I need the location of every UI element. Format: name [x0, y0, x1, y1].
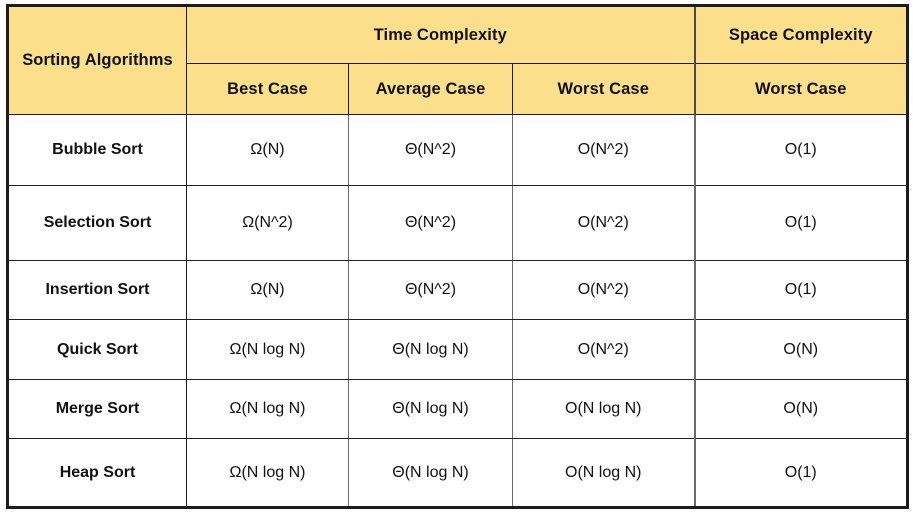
table-row-bubble-sort: Bubble Sort Ω(N) Θ(N^2) O(N^2) O(1): [6, 114, 908, 186]
value-cell-worst-time: O(N^2): [512, 260, 695, 320]
row-name-cell: Bubble Sort: [6, 114, 187, 186]
value-cell-average: Θ(N log N): [348, 319, 513, 380]
row-name-cell: Selection Sort: [6, 185, 187, 261]
value-cell-worst-time: O(N^2): [512, 185, 695, 261]
table-row-selection-sort: Selection Sort Ω(N^2) Θ(N^2) O(N^2) O(1): [6, 185, 908, 261]
sub-header-best-case: Best Case: [186, 63, 349, 115]
value-cell-worst-time: O(N^2): [512, 319, 695, 380]
value-cell-best: Ω(N): [186, 114, 349, 186]
value-cell-best: Ω(N log N): [186, 438, 349, 508]
row-name-cell: Merge Sort: [6, 379, 187, 439]
table-row-insertion-sort: Insertion Sort Ω(N) Θ(N^2) O(N^2) O(1): [6, 260, 908, 320]
sub-header-worst-case-space: Worst Case: [693, 63, 908, 115]
value-cell-best: Ω(N): [186, 260, 349, 320]
sorting-complexity-table: Sorting Algorithms Time Complexity Space…: [6, 4, 909, 509]
row-name-cell: Quick Sort: [6, 319, 187, 380]
value-cell-best: Ω(N log N): [186, 379, 349, 439]
value-cell-worst-space: O(1): [693, 185, 908, 261]
group-header-space-complexity: Space Complexity: [693, 5, 908, 64]
table-row-quick-sort: Quick Sort Ω(N log N) Θ(N log N) O(N^2) …: [6, 319, 908, 380]
group-header-time-complexity: Time Complexity: [186, 5, 695, 64]
value-cell-worst-space: O(N): [693, 319, 908, 380]
corner-header-sorting-algorithms: Sorting Algorithms: [7, 5, 187, 115]
group-header-row: Sorting Algorithms Time Complexity Space…: [7, 5, 908, 115]
value-cell-worst-space: O(1): [693, 114, 908, 186]
value-cell-average: Θ(N^2): [348, 114, 513, 186]
sub-header-average-case: Average Case: [348, 63, 513, 115]
value-cell-worst-space: O(N): [693, 379, 908, 439]
sub-header-row: Best Case Average Case Worst Case Worst …: [8, 63, 908, 115]
row-name-cell: Insertion Sort: [6, 260, 187, 320]
table-row-merge-sort: Merge Sort Ω(N log N) Θ(N log N) O(N log…: [6, 379, 908, 439]
value-cell-average: Θ(N log N): [348, 438, 513, 508]
value-cell-best: Ω(N^2): [186, 185, 349, 261]
value-cell-average: Θ(N^2): [348, 185, 513, 261]
value-cell-average: Θ(N^2): [348, 260, 513, 320]
value-cell-worst-space: O(1): [693, 260, 908, 320]
table-header: Sorting Algorithms Time Complexity Space…: [7, 5, 908, 115]
value-cell-best: Ω(N log N): [186, 319, 349, 380]
value-cell-worst-time: O(N^2): [512, 114, 695, 186]
value-cell-worst-time: O(N log N): [512, 379, 695, 439]
sub-header-worst-case-time: Worst Case: [512, 63, 695, 115]
value-cell-average: Θ(N log N): [348, 379, 513, 439]
table-row-heap-sort: Heap Sort Ω(N log N) Θ(N log N) O(N log …: [6, 438, 908, 508]
table-body: Bubble Sort Ω(N) Θ(N^2) O(N^2) O(1) Sele…: [6, 114, 908, 508]
value-cell-worst-time: O(N log N): [512, 438, 695, 508]
value-cell-worst-space: O(1): [693, 438, 908, 508]
row-name-cell: Heap Sort: [6, 438, 187, 508]
